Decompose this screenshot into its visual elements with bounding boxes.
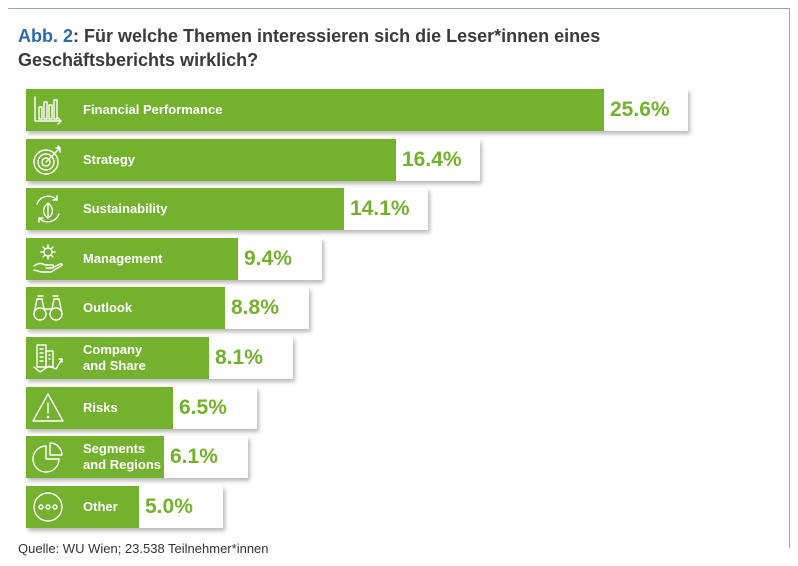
title-prefix: Abb. 2 [18,26,74,46]
gear-hand-icon [31,242,65,276]
value-label: 14.1% [350,197,410,220]
category-label: Outlook [83,300,133,315]
source-note: Quelle: WU Wien; 23.538 Teilnehmer*innen [18,541,269,556]
bar: Risks [26,387,173,429]
warning-icon [31,391,65,425]
category-label: Management [83,251,163,266]
bar-value-box: Sustainability 14.1% [26,188,428,230]
bar: Strategy [26,139,396,181]
bar: Other [26,486,139,528]
value-label: 25.6% [610,98,670,121]
bar-value-box: Segments and Regions 6.1% [26,436,248,478]
bar-chart-icon [31,93,65,127]
bar: Management [26,238,238,280]
value-label: 8.8% [231,296,279,319]
chart-title: Abb. 2: Für welche Themen interessieren … [18,24,718,72]
category-label: Segments and Regions [83,441,162,472]
value-label: 8.1% [215,346,263,369]
value-label: 6.1% [170,445,218,468]
value-label: 6.5% [179,396,227,419]
buildings-chart-icon [31,341,65,375]
target-icon [31,143,65,177]
value-label: 9.4% [244,247,292,270]
binoculars-icon [31,291,65,325]
bar-value-box: Risks 6.5% [26,387,257,429]
bar-value-box: Outlook 8.8% [26,287,309,329]
more-icon [31,490,65,524]
bar-value-box: Management 9.4% [26,238,322,280]
bar: Outlook [26,287,225,329]
bar-value-box: Company and Share 8.1% [26,337,293,379]
bar: Financial Performance [26,89,604,131]
category-label: Strategy [83,152,136,167]
category-label: Sustainability [83,201,168,216]
category-label: Company and Share [83,342,146,373]
bar-value-box: Strategy 16.4% [26,139,480,181]
bar-value-box: Other 5.0% [26,486,223,528]
category-label: Financial Performance [83,102,223,117]
bar: Segments and Regions [26,436,164,478]
bar-value-box: Financial Performance 25.6% [26,89,688,131]
value-label: 5.0% [145,495,193,518]
bar: Sustainability [26,188,344,230]
leaf-cycle-icon [31,192,65,226]
category-label: Risks [83,400,118,415]
pie-chart-icon [31,440,65,474]
chart-frame [8,8,790,548]
title-text: : Für welche Themen interessieren sich d… [18,26,601,70]
value-label: 16.4% [402,148,462,171]
category-label: Other [83,499,118,514]
bar: Company and Share [26,337,209,379]
